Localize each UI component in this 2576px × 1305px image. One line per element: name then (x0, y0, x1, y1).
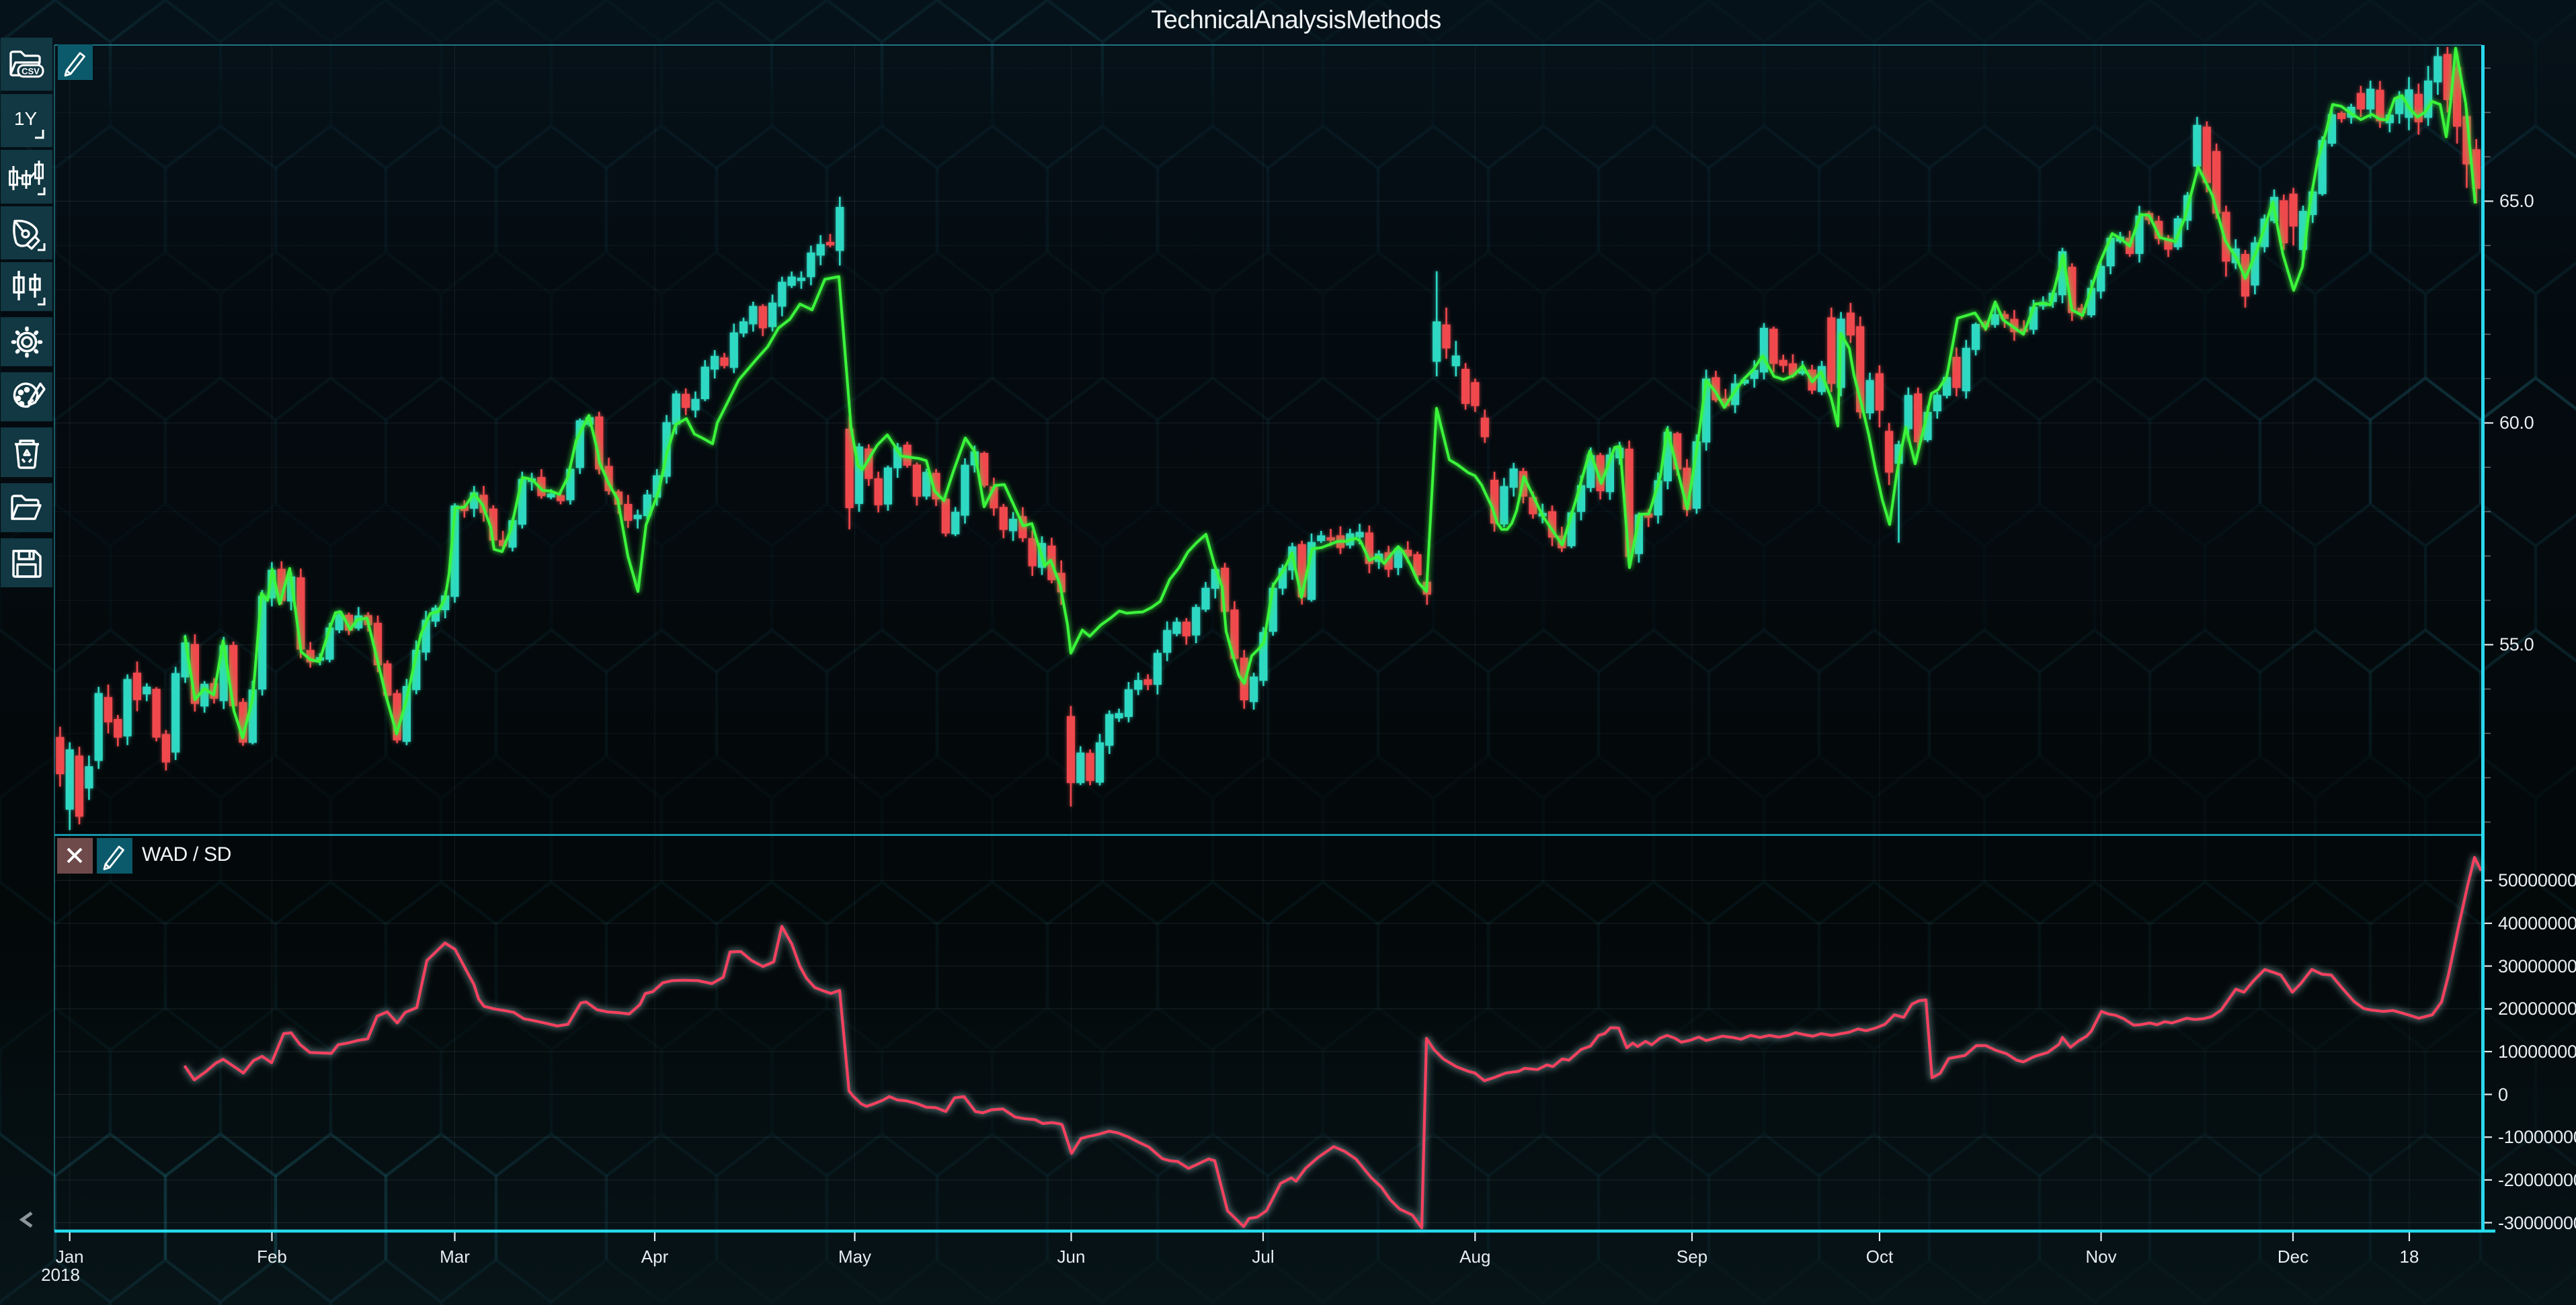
svg-text:1Y: 1Y (13, 108, 37, 129)
svg-text:CSV: CSV (22, 66, 40, 76)
